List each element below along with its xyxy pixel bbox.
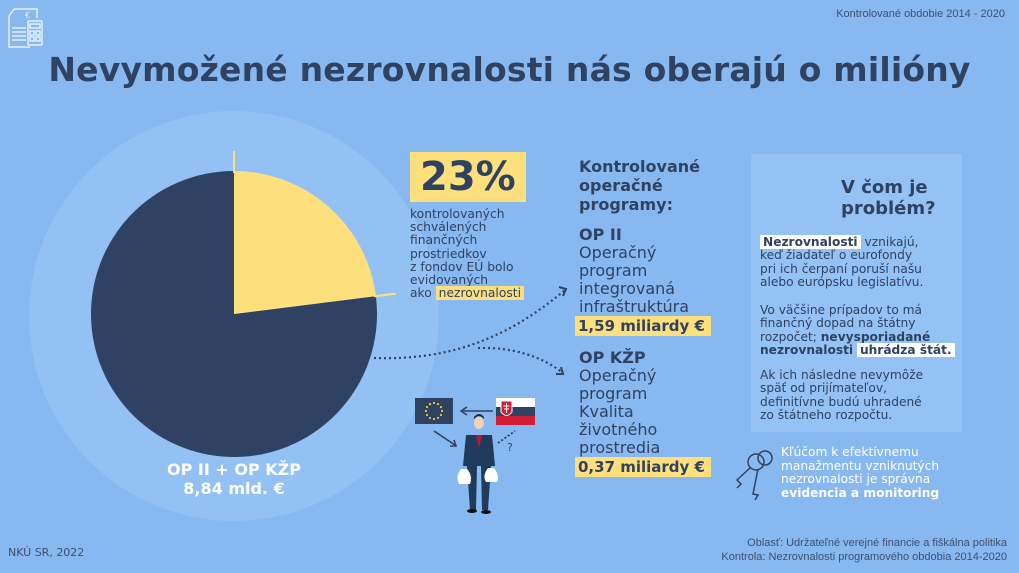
footer-area: Oblasť: Udržateľné verejné financie a fi… xyxy=(747,537,1007,549)
key-line: Kľúčom k efektívnemu xyxy=(781,445,919,459)
key-line-bold: evidencia a monitoring xyxy=(781,485,940,500)
eu-star xyxy=(432,417,436,421)
eu-star xyxy=(439,413,443,417)
eu-star xyxy=(425,405,429,409)
desc-highlight: nezrovnalosti xyxy=(435,286,524,301)
desc-line-last: ako nezrovnalosti xyxy=(410,286,580,301)
desc-line: evidovaných xyxy=(410,273,489,288)
key-line: nezrovnalosti je správna xyxy=(781,472,931,486)
desc-line: finančných xyxy=(410,233,478,248)
eu-star xyxy=(424,409,428,413)
eu-star xyxy=(428,402,432,406)
arrow-head-op-kzp xyxy=(556,366,565,375)
percent-description: kontrolovaných schválených finančných pr… xyxy=(410,207,580,301)
program-name-line: Operačný xyxy=(579,366,657,385)
heading-line: operačné xyxy=(579,176,663,195)
eu-star xyxy=(432,401,436,405)
program-op-kzp: OP KŽP Operačný program Kvalita životnéh… xyxy=(575,348,749,477)
p2-normal: rozpočet; xyxy=(760,329,817,344)
control-period: Kontrolované obdobie 2014 - 2020 xyxy=(836,8,1005,20)
p3-line: definitívne budú uhradené xyxy=(760,394,922,409)
p2-bold: nezrovnalosti xyxy=(760,342,854,357)
p3-line: zo štátneho rozpočtu. xyxy=(760,407,893,422)
problem-panel xyxy=(751,154,962,432)
eu-star xyxy=(439,405,443,409)
eu-star xyxy=(436,416,440,420)
percent-badge: 23% xyxy=(410,152,526,202)
eu-star xyxy=(440,409,444,413)
p1-rest: vznikajú, xyxy=(864,235,919,249)
arrow-person-sk-dotted xyxy=(497,430,516,444)
problem-paragraph-1: Nezrovnalosti vznikajú, keď žiadateľ o e… xyxy=(760,235,960,289)
arrow-eu-to-person xyxy=(433,430,456,446)
programs-heading: Kontrolované operačné programy: xyxy=(579,157,749,214)
nezrovnalosti-highlight: Nezrovnalosti xyxy=(760,235,861,249)
pie-label-line1: OP II + OP KŽP xyxy=(167,460,301,479)
p1-line: alebo európsku legislatívu. xyxy=(760,274,924,289)
eu-star xyxy=(428,416,432,420)
program-name-line: prostredia xyxy=(579,438,661,457)
title-line: V čom je xyxy=(841,177,928,198)
p2-line: Vo väčšine prípadov to má xyxy=(760,303,923,317)
program-name-line: integrovaná xyxy=(579,279,676,298)
eu-star xyxy=(436,402,440,406)
invoice-calculator-icon: € xyxy=(8,8,43,48)
person-with-money-bags-illustration xyxy=(457,414,498,514)
key-note: Kľúčom k efektívnemu manažmentu vzniknut… xyxy=(781,445,981,500)
desc-line: kontrolovaných xyxy=(410,207,505,221)
desc-line: schválených xyxy=(410,220,487,235)
p2-line: nezrovnalosti uhrádza štát. xyxy=(760,342,960,357)
program-op-ii: OP II Operačný program integrovaná infra… xyxy=(575,225,749,336)
footer-info: Oblasť: Udržateľné verejné financie a fi… xyxy=(721,536,1007,564)
problem-paragraph-2: Vo väčšine prípadov to má finančný dopad… xyxy=(760,303,960,357)
program-name-line: program xyxy=(579,384,648,403)
state-pays-highlight: uhrádza štát. xyxy=(856,342,955,357)
eu-star xyxy=(425,413,429,417)
problem-title: V čom je problém? xyxy=(841,177,936,219)
p2-line: finančný dopad na štátny xyxy=(760,316,916,331)
programs-section: Kontrolované operačné programy: OP II Op… xyxy=(575,157,749,477)
program-name-line: infraštruktúra xyxy=(579,297,689,316)
program-name-line: program xyxy=(579,261,648,280)
program-value: 1,59 miliardy € xyxy=(575,316,711,336)
heading-line: Kontrolované xyxy=(579,157,700,176)
pie-slice-nezrovnalosti xyxy=(234,171,376,314)
desc-line: z fondov EÚ bolo xyxy=(410,259,514,274)
key-line: manažmentu vzniknutých xyxy=(781,458,940,473)
arrow-to-op-kzp xyxy=(477,346,564,374)
pie-slice-ostatné xyxy=(90,171,377,457)
problem-paragraph-3: Ak ich následne nevymôže späť od prijíma… xyxy=(760,368,960,422)
pie-slice-edge-marker xyxy=(373,292,396,298)
p1-first-line: Nezrovnalosti vznikajú, xyxy=(760,235,960,249)
p2-line: rozpočet; nevysporiadané xyxy=(760,329,960,344)
p1-line: pri ich čerpaní poruší našu xyxy=(760,261,922,276)
desc-prefix: ako xyxy=(410,286,432,301)
page-title: Nevymožené nezrovnalosti nás oberajú o m… xyxy=(48,50,971,89)
program-code: OP KŽP xyxy=(579,348,646,367)
p3-line: Ak ich následne nevymôže xyxy=(760,368,924,382)
p3-line: späť od prijímateľov, xyxy=(760,381,887,396)
program-code: OP II xyxy=(579,225,622,244)
program-value: 0,37 miliardy € xyxy=(575,457,711,477)
p2-bold: nevysporiadané xyxy=(820,329,931,344)
pie-total-label: OP II + OP KŽP 8,84 mld. € xyxy=(134,460,334,498)
heading-line: programy: xyxy=(579,195,673,214)
arrow-head-op-ii xyxy=(558,286,568,297)
footer-audit: Kontrola: Nezrovnalosti programového obd… xyxy=(721,551,1007,563)
p1-line: keď žiadateľ o eurofondy xyxy=(760,248,913,263)
program-name-line: Operačný xyxy=(579,243,657,262)
title-line: problém? xyxy=(841,198,936,219)
source-label: NKÚ SR, 2022 xyxy=(8,546,85,559)
slovak-flag-icon xyxy=(496,398,535,425)
keys-icon xyxy=(735,450,773,501)
pie-chart xyxy=(90,151,396,457)
desc-line: prostriedkov xyxy=(410,246,487,261)
program-name-line: Kvalita xyxy=(579,402,634,421)
program-name-line: životného xyxy=(579,420,658,439)
question-mark: ? xyxy=(507,441,513,454)
pie-label-line2: 8,84 mld. € xyxy=(183,479,285,498)
eu-flag-icon xyxy=(415,398,453,424)
svg-text:€: € xyxy=(25,11,30,20)
